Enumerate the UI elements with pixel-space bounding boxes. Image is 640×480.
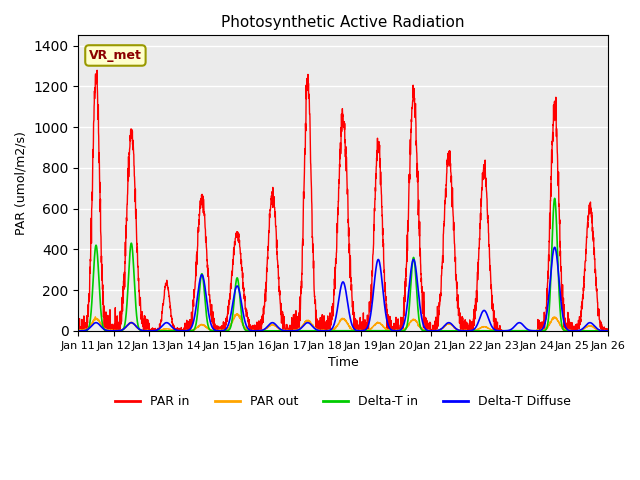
Delta-T in	[604, 328, 611, 334]
Text: VR_met: VR_met	[89, 49, 142, 62]
PAR out	[234, 311, 241, 316]
PAR in	[135, 289, 143, 295]
PAR out	[301, 320, 308, 326]
PAR in	[278, 315, 285, 321]
Y-axis label: PAR (umol/m2/s): PAR (umol/m2/s)	[15, 131, 28, 235]
Delta-T in	[278, 328, 285, 334]
PAR out	[604, 328, 611, 334]
PAR in	[166, 307, 174, 312]
Delta-T Diffuse	[75, 328, 83, 334]
Delta-T in	[594, 328, 602, 334]
Delta-T Diffuse	[135, 326, 143, 332]
PAR out	[135, 326, 143, 332]
X-axis label: Time: Time	[328, 356, 358, 369]
Delta-T Diffuse	[604, 328, 611, 334]
PAR out	[537, 328, 545, 334]
PAR out	[594, 326, 602, 332]
Title: Photosynthetic Active Radiation: Photosynthetic Active Radiation	[221, 15, 465, 30]
Delta-T Diffuse	[300, 322, 308, 328]
PAR out	[75, 328, 83, 334]
PAR in	[75, 328, 83, 334]
Delta-T in	[536, 328, 544, 334]
PAR in	[604, 328, 611, 334]
PAR in	[75, 324, 83, 330]
PAR out	[76, 328, 83, 334]
Delta-T Diffuse	[536, 327, 544, 333]
Line: PAR out: PAR out	[79, 313, 607, 331]
Delta-T in	[166, 328, 174, 334]
PAR out	[166, 326, 174, 332]
Delta-T Diffuse	[551, 244, 559, 250]
Line: Delta-T in: Delta-T in	[79, 198, 607, 331]
PAR out	[278, 327, 285, 333]
Delta-T Diffuse	[166, 322, 174, 328]
Delta-T Diffuse	[593, 326, 601, 332]
Delta-T Diffuse	[278, 327, 285, 333]
PAR in	[301, 155, 308, 161]
Delta-T in	[551, 195, 559, 201]
Delta-T in	[135, 325, 143, 331]
Delta-T in	[145, 328, 153, 334]
Delta-T in	[75, 328, 83, 334]
Delta-T in	[301, 328, 308, 334]
PAR in	[93, 67, 101, 73]
PAR in	[594, 300, 602, 305]
Line: PAR in: PAR in	[79, 70, 607, 331]
PAR in	[537, 328, 545, 334]
Legend: PAR in, PAR out, Delta-T in, Delta-T Diffuse: PAR in, PAR out, Delta-T in, Delta-T Dif…	[110, 390, 576, 413]
Line: Delta-T Diffuse: Delta-T Diffuse	[79, 247, 607, 331]
